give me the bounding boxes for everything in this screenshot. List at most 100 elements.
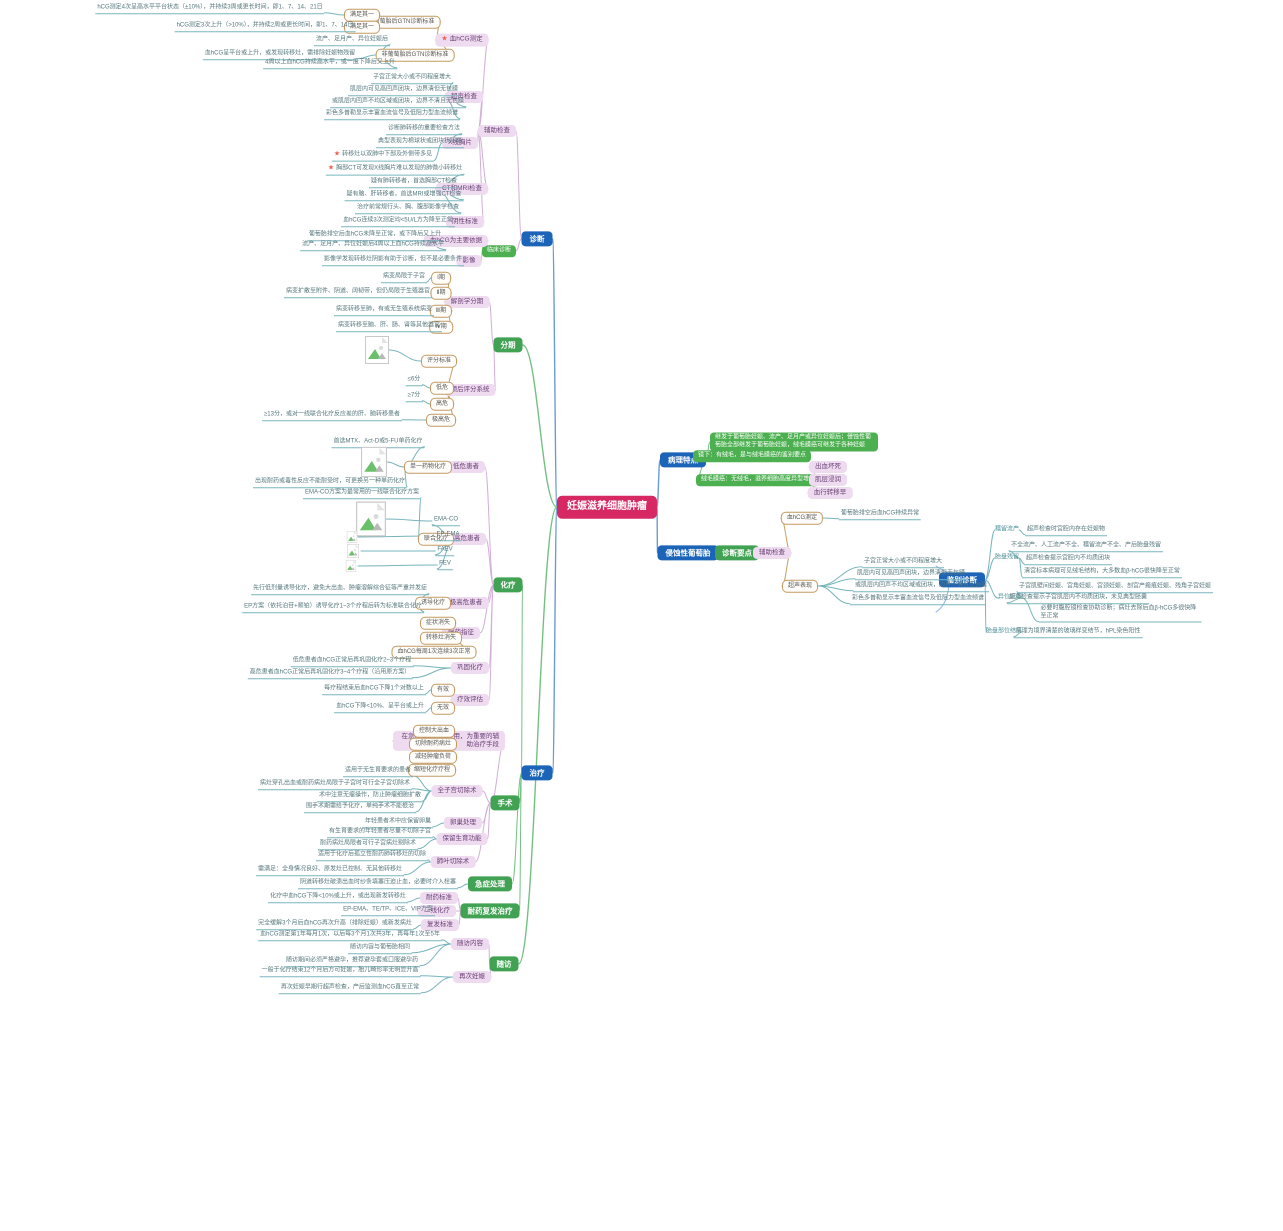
- topic-m3[interactable]: 治疗: [521, 765, 553, 781]
- topic-tu4[interactable]: 彩色多普勒显示丰富血流信号及低阻力型血流频谱: [323, 110, 461, 120]
- topic-tjb2[interactable]: 超声检查提示宫腔内不均质团块: [1023, 555, 1113, 565]
- topic-te4[interactable]: FEV: [437, 560, 453, 570]
- topic-tjc3[interactable]: 必要时腹腔镜检查协助诊断；病灶去除后血β-hCG多很快降至正常: [1038, 606, 1202, 623]
- topic-gg[interactable]: 巩固化疗: [451, 661, 489, 675]
- topic-tyx[interactable]: 每疗程结束后血hCG下降1个对数以上: [322, 685, 426, 695]
- topic-tb2[interactable]: 耐药病灶局限者可行子宫病灶剔除术: [317, 840, 419, 850]
- topic-lo[interactable]: 低危: [429, 381, 455, 395]
- topic-s2[interactable]: Ⅱ期: [430, 286, 452, 300]
- topic-ex[interactable]: 二线化疗: [418, 904, 456, 918]
- topic-thi[interactable]: ≥7分: [405, 392, 423, 402]
- topic-fj2[interactable]: 辅助检查: [753, 546, 791, 560]
- topic-tb1[interactable]: 有生育要求的年轻患者尽量不切除子宫: [326, 828, 434, 838]
- topic-ydh[interactable]: 诱导化疗: [414, 596, 452, 610]
- topic-yb[interactable]: 阴性标准: [446, 215, 484, 229]
- topic-tu3[interactable]: 或肌层内回声不均区域或团块，边界不清且无包膜: [329, 98, 467, 108]
- topic-yf[interactable]: 随访内容: [451, 937, 489, 951]
- topic-tj1[interactable]: 阴道转移灶破溃出血时纱条填塞压迫止血，必要时介入栓塞: [297, 879, 459, 889]
- topic-l2c[interactable]: 影像: [456, 254, 482, 268]
- topic-m7[interactable]: 鉴别诊断: [939, 572, 985, 588]
- topic-tx2[interactable]: 典型表现为棉球状或团块状阴影: [375, 138, 465, 148]
- topic-fb[interactable]: 复发标准: [421, 918, 459, 932]
- topic-hc2[interactable]: 血hCG测定: [780, 511, 824, 525]
- topic-up[interactable]: 极高危患者: [443, 596, 489, 610]
- topic-tc2[interactable]: hCG测定3次上升（>10%），并持续2周或更长时间，即1、7、14日: [174, 22, 356, 32]
- topic-c2[interactable]: 满足其一: [343, 20, 381, 34]
- topic-ty3[interactable]: EP方案（依托泊苷+顺铂）诱导化疗1~3个疗程后转为标准联合化疗: [242, 603, 424, 613]
- topic-tfb[interactable]: 完全缓解3个月后血hCG再次升高（排除妊娠）或新发病灶: [256, 920, 414, 930]
- topic-te2[interactable]: EP-EMA: [434, 531, 462, 541]
- topic-tjc2[interactable]: 超声检查提示子宫肌层内不均质团块，未见典型胚囊: [1006, 594, 1150, 604]
- topic-tjc1[interactable]: 子宫肌壁间妊娠、宫角妊娠、宫颈妊娠、剖宫产瘢痕妊娠、残角子宫妊娠: [1016, 583, 1214, 593]
- topic-pp1[interactable]: 出血坏死: [809, 460, 847, 474]
- topic-ss[interactable]: 手术: [490, 795, 520, 811]
- image-thumbnail-icon[interactable]: [346, 531, 358, 543]
- topic-tq4[interactable]: 围手术期需给予化疗，单纯手术不能根治: [303, 803, 417, 813]
- topic-tjb1[interactable]: 不全流产、人工流产不全、稽留流产不全、产后胎盘残留: [1008, 542, 1164, 552]
- topic-lc2[interactable]: 卵巢处理: [444, 816, 482, 830]
- image-thumbnail-icon[interactable]: [356, 501, 386, 537]
- topic-td2[interactable]: 出现耐药或毒性反应不能耐受时，可更换另一种单药化疗: [252, 478, 408, 488]
- topic-wx[interactable]: 无效: [430, 701, 456, 715]
- topic-l1c[interactable]: 血hCG为主要依据: [423, 234, 489, 248]
- topic-m2[interactable]: 分期: [493, 337, 523, 353]
- topic-tjd[interactable]: 病理为境界清楚的玻璃样变结节，hPL染色阳性: [1013, 628, 1143, 638]
- topic-s1a[interactable]: 控制大出血: [412, 724, 456, 738]
- topic-gf2[interactable]: 镜下：有绒毛，是与绒毛膜癌的鉴别要点: [692, 450, 812, 462]
- topic-tx3[interactable]: ★ 转移灶以双肺中下部及外侧带多见: [331, 151, 435, 162]
- topic-sx[interactable]: 超声表现: [781, 579, 819, 593]
- topic-c0[interactable]: 妊娠滋养细胞肿瘤: [557, 495, 657, 519]
- topic-tq2[interactable]: 病灶穿孔出血或耐药病灶局限于子宫时可行全子宫切除术: [257, 780, 413, 790]
- topic-tf2[interactable]: 需满足：全身情况良好、原发灶已控制、无其他转移灶: [255, 866, 405, 876]
- topic-us[interactable]: 超声检查: [445, 90, 483, 104]
- topic-ty4c[interactable]: 随访期间必须严格避孕，推荐避孕套或口服避孕药: [283, 957, 421, 967]
- topic-yx[interactable]: 有效: [430, 683, 456, 697]
- topic-tu1[interactable]: 子宫正常大小或不同程度增大: [370, 74, 454, 84]
- topic-ty4b[interactable]: 随访内容与葡萄胎相同: [347, 944, 413, 954]
- topic-pp3[interactable]: 血行转移早: [807, 486, 853, 500]
- topic-tt2[interactable]: 疑有肺转移者，首选胸部CT检查: [369, 178, 459, 188]
- topic-tsx1[interactable]: 子宫正常大小或不同程度增大: [861, 558, 945, 568]
- topic-ts1[interactable]: 病变局限于子宫: [380, 273, 428, 283]
- topic-ty4a[interactable]: 血hCG测定第1年每月1次，以后每3个月1次共3年，再每年1次至5年: [258, 931, 442, 941]
- topic-tc1[interactable]: hCG测定4次呈高水平平台状态（±10%），并持续3周或更长时间，即1、7、14…: [95, 4, 325, 14]
- topic-tn3[interactable]: 4周以上血hCG持续高水平，或一度下降后又上升: [263, 59, 397, 69]
- topic-ty1[interactable]: 血hCG连续3次测定均<5U/L方为降至正常: [341, 217, 455, 227]
- topic-z2[interactable]: 转移灶消失: [419, 631, 463, 645]
- image-thumbnail-icon[interactable]: [365, 336, 389, 364]
- topic-nf[interactable]: 耐药复发治疗: [460, 903, 520, 919]
- topic-px[interactable]: 疗效评估: [451, 693, 489, 707]
- topic-ty5a[interactable]: 一般于化疗结束12个月后方可妊娠，胎儿畸形率无明显升高: [259, 967, 421, 977]
- topic-xr[interactable]: X线胸片: [442, 136, 478, 150]
- topic-tt1[interactable]: ★ 胸部CT可发现X线胸片难以发现的肺微小转移灶: [325, 165, 465, 176]
- topic-hi[interactable]: 高危: [429, 397, 455, 411]
- topic-twx[interactable]: 血hCG下降<10%、呈平台或上升: [334, 703, 426, 713]
- topic-ty5b[interactable]: 再次妊娠早期行超声检查，产后监测血hCG直至正常: [278, 984, 422, 994]
- topic-jp[interactable]: 解剖学分期: [444, 295, 490, 309]
- topic-jc2[interactable]: 异位妊娠: [998, 594, 1022, 602]
- topic-pp2[interactable]: 肌层浸润: [809, 473, 847, 487]
- topic-tja[interactable]: 超声检查时宫腔内存在妊娠物: [1024, 526, 1108, 536]
- topic-gw[interactable]: 高危患者: [448, 532, 486, 546]
- topic-jb[interactable]: 胎盘残留: [995, 554, 1019, 562]
- topic-tsx4[interactable]: 彩色多普勒显示丰富血流信号及低阻力型血流频谱: [849, 595, 987, 605]
- topic-tnb[interactable]: 化疗中血hCG下降<10%或上升，或出现新发转移灶: [268, 893, 408, 903]
- topic-gf3[interactable]: 绒毛膜癌：无绒毛，滋养细胞高度异型增生: [695, 474, 821, 486]
- topic-c1[interactable]: 满足其一: [343, 8, 381, 22]
- topic-te3[interactable]: FAEV: [435, 546, 455, 556]
- topic-dy[interactable]: 单一药物化疗: [403, 460, 453, 474]
- topic-s4[interactable]: Ⅳ期: [429, 320, 453, 334]
- topic-tsx3[interactable]: 或肌层内回声不均区域或团块，边界不清且无包膜: [852, 582, 990, 592]
- topic-z3[interactable]: 血hCG每周1次连续3次正常: [391, 645, 477, 659]
- topic-fz[interactable]: 辅助检查: [478, 124, 516, 138]
- topic-nb[interactable]: 耐药标准: [420, 891, 458, 905]
- topic-z1[interactable]: 症状消失: [419, 616, 457, 630]
- topic-tjb3[interactable]: 清宫标本病理可见绒毛结构，大多数血β-hCG很快降至正常: [1022, 568, 1182, 578]
- topic-m1[interactable]: 诊断: [521, 231, 553, 247]
- topic-s4a[interactable]: 缩短化疗疗程: [407, 763, 457, 777]
- topic-ts3[interactable]: 病变转移至肺，有或无生殖系统病变: [333, 306, 435, 316]
- topic-tq3[interactable]: 术中注意无瘤操作，防止肿瘤细胞扩散: [316, 792, 424, 802]
- topic-tsx2[interactable]: 肌层内可见高回声团块，边界清但无包膜: [854, 570, 968, 580]
- topic-ct[interactable]: CT和MRI检查: [435, 182, 489, 196]
- topic-ts4[interactable]: 病变转移至脑、肝、肠、肾等其他器官: [335, 322, 443, 332]
